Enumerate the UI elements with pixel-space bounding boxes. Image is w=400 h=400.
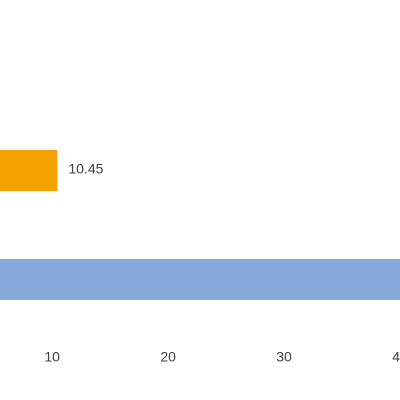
bar — [0, 150, 58, 191]
x-tick-label: 20 — [160, 349, 176, 365]
data-label: 10.45 — [68, 161, 103, 177]
x-tick-label: 10 — [44, 349, 60, 365]
x-tick-label: 30 — [276, 349, 292, 365]
x-tick-label: 40 — [392, 349, 400, 365]
bar — [0, 259, 400, 300]
